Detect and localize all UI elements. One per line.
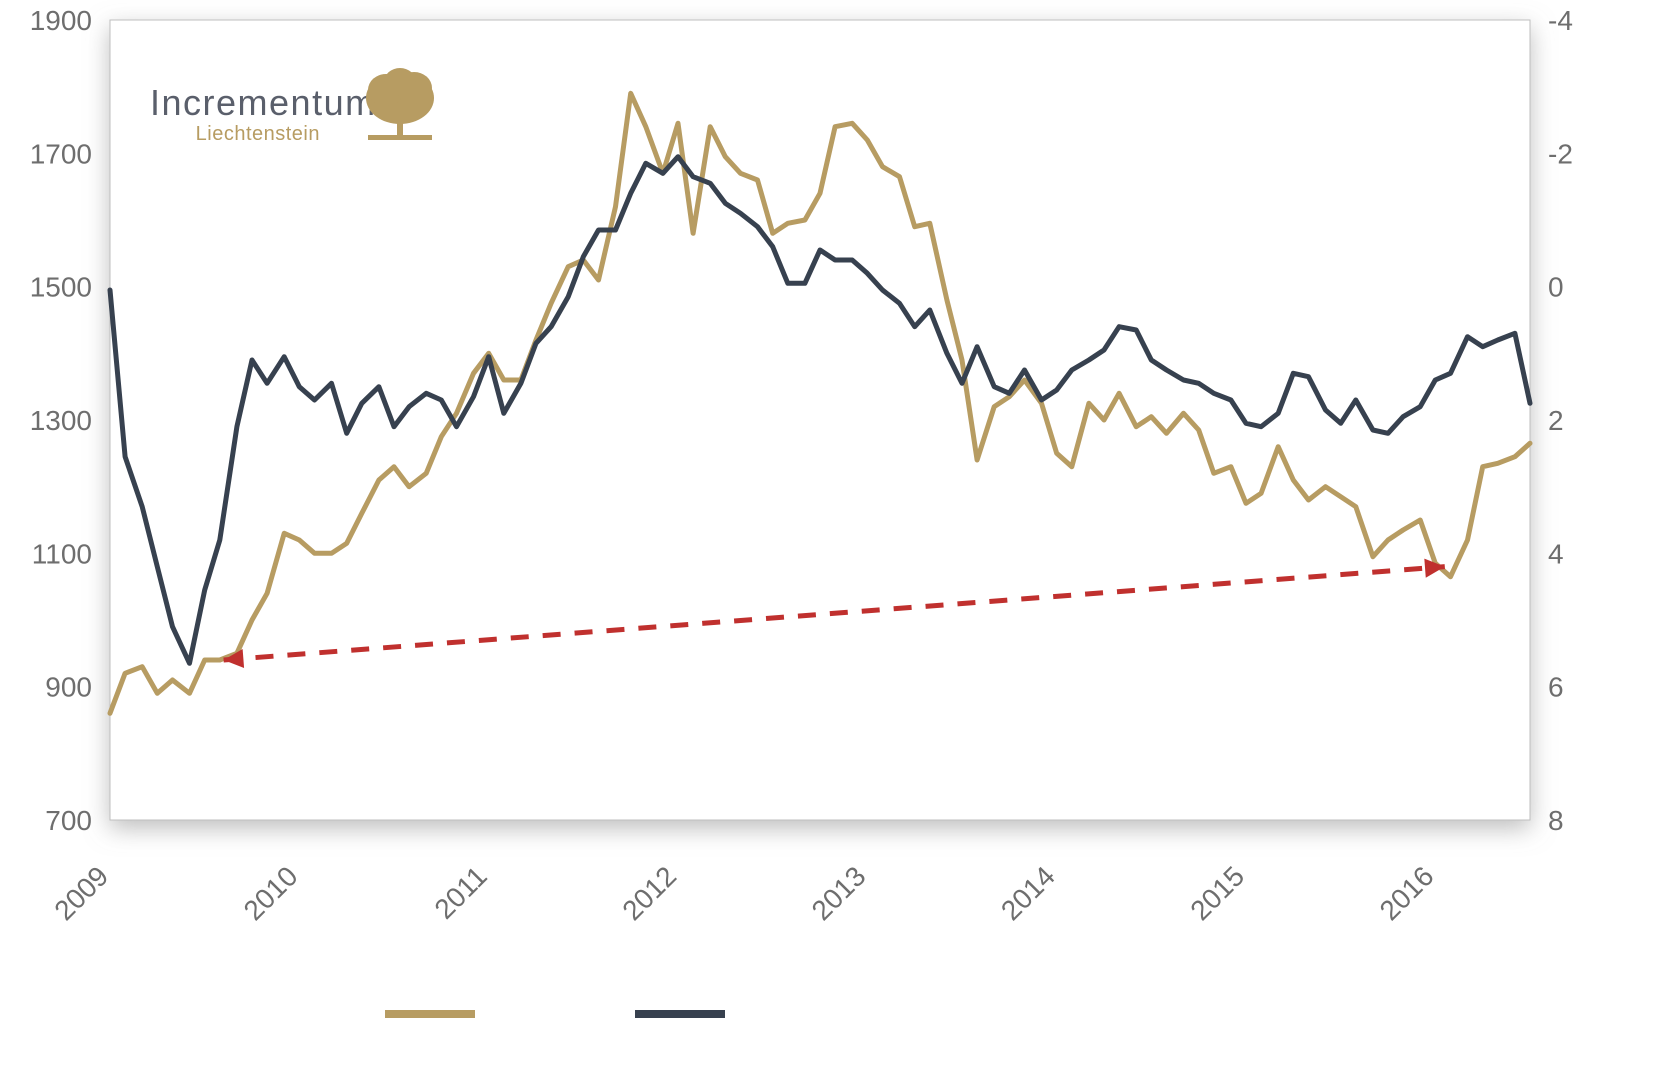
legend-swatch (635, 1010, 725, 1018)
x-tick-label: 2012 (616, 860, 682, 926)
x-tick-label: 2011 (428, 860, 493, 925)
y-left-tick-label: 1100 (32, 538, 92, 569)
y-left-tick-label: 1900 (30, 5, 92, 36)
x-tick-label: 2016 (1374, 860, 1440, 926)
y-left-tick-label: 1500 (30, 272, 92, 303)
x-tick-label: 2009 (48, 860, 114, 926)
y-right-tick-label: 2 (1548, 405, 1564, 436)
plot-background (110, 20, 1530, 820)
legend-swatch (385, 1010, 475, 1018)
y-right-tick-label: 6 (1548, 672, 1564, 703)
chart-container: 700 900 1100 1300 1500 1700 1900 -4 -2 0 2 4 6 8 2009 2… (0, 0, 1676, 1065)
y-right-tick-label: -2 (1548, 138, 1573, 169)
x-tick-label: 2014 (995, 860, 1061, 926)
y-right-tick-label: 8 (1548, 805, 1564, 836)
y-left-tick-label: 1700 (30, 138, 92, 169)
y-right-tick-label: 0 (1548, 272, 1564, 303)
x-tick-label: 2013 (806, 860, 872, 926)
y-left-tick-label: 900 (45, 672, 92, 703)
logo-text-main: Incrementum (150, 82, 377, 123)
chart-svg: 700 900 1100 1300 1500 1700 1900 -4 -2 0 2 4 6 8 2009 2… (0, 0, 1676, 1065)
x-tick-label: 2010 (238, 860, 304, 926)
y-left-tick-label: 700 (45, 805, 92, 836)
y-right-tick-label: 4 (1548, 538, 1564, 569)
x-tick-label: 2015 (1184, 860, 1250, 926)
logo-text-sub: Liechtenstein (196, 123, 320, 145)
y-right-tick-label: -4 (1548, 5, 1573, 36)
y-left-tick-label: 1300 (30, 405, 92, 436)
